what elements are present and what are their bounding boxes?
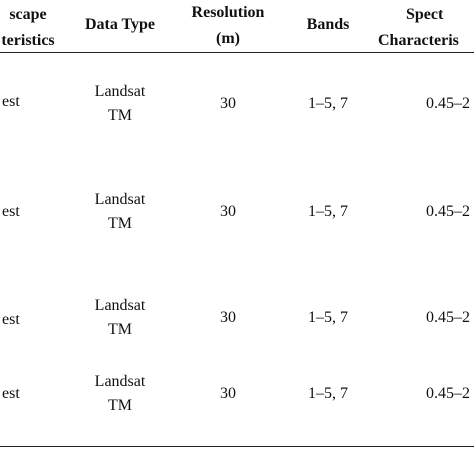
data-type-cell: Landsat TM (70, 80, 170, 128)
header-resolution-line1: Resolution (191, 4, 265, 21)
resolution-cell: 30 (220, 309, 236, 326)
header-spectral-line1: Spect (406, 6, 444, 23)
landscape-cell: est (2, 385, 20, 402)
data-type-line2: TM (108, 215, 132, 232)
bands-cell: 1–5, 7 (308, 309, 348, 326)
spectral-cell: 0.45–2 (426, 95, 470, 112)
header-bands-label: Bands (306, 16, 350, 33)
spectral-cell: 0.45–2 (426, 309, 470, 326)
data-type-cell: Landsat TM (70, 294, 170, 342)
data-type-line1: Landsat (94, 83, 146, 100)
resolution-cell: 30 (220, 203, 236, 220)
resolution-cell: 30 (220, 385, 236, 402)
header-spectral-line2: Characteris (378, 32, 459, 49)
data-type-line2: TM (108, 397, 132, 414)
bottom-rule (0, 446, 474, 447)
data-type-cell: Landsat TM (70, 188, 170, 236)
bands-cell: 1–5, 7 (308, 203, 348, 220)
header-rule (0, 52, 474, 53)
header-landscape-line1: scape (9, 6, 47, 23)
header-bands: Bands (278, 12, 378, 38)
bands-cell: 1–5, 7 (308, 95, 348, 112)
data-type-line1: Landsat (94, 297, 146, 314)
header-resolution-line2: (m) (216, 30, 240, 47)
header-spectral-characteristics: Spect Characteris (378, 2, 474, 54)
resolution-cell: 30 (220, 95, 236, 112)
header-data-type-label: Data Type (84, 16, 156, 33)
bands-cell: 1–5, 7 (308, 385, 348, 402)
data-type-line2: TM (108, 107, 132, 124)
data-type-cell: Landsat TM (70, 370, 170, 418)
data-type-line1: Landsat (94, 373, 146, 390)
data-type-line1: Landsat (94, 191, 146, 208)
landscape-cell: est (2, 203, 20, 220)
landscape-cell: est (2, 93, 20, 110)
data-type-line2: TM (108, 321, 132, 338)
header-data-type: Data Type (70, 12, 170, 38)
header-resolution: Resolution (m) (178, 0, 278, 52)
spectral-cell: 0.45–2 (426, 203, 470, 220)
header-landscape-line2: teristics (1, 32, 55, 49)
spectral-cell: 0.45–2 (426, 385, 470, 402)
landscape-cell: est (2, 311, 20, 328)
header-landscape-characteristics: scape teristics (0, 2, 76, 54)
